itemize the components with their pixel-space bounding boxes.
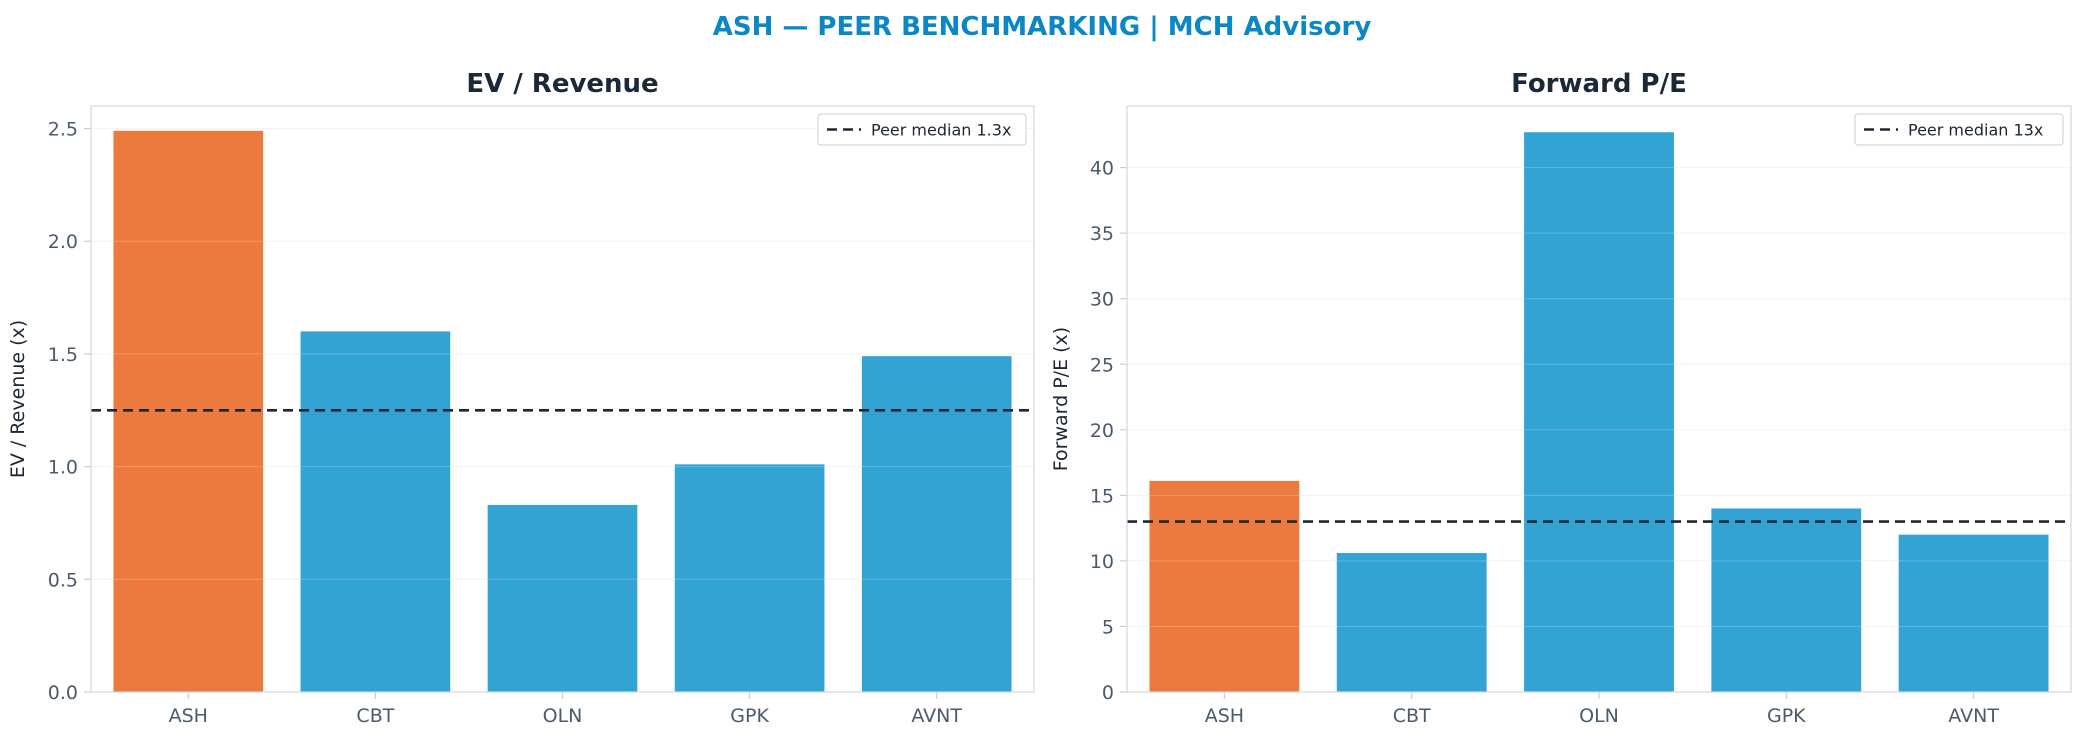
- chart-forward-pe: 0 5 10 15 20 25 30 35 40 ASH CBT OLN GPK AVNT Forward …: [1050, 69, 2072, 727]
- y-tick-label: 0: [1102, 682, 1114, 704]
- x-tick-label: ASH: [1205, 705, 1244, 727]
- y-tick-label: 30: [1090, 289, 1114, 311]
- legend-box: [1854, 113, 2064, 146]
- y-tick-label: 0.0: [48, 682, 78, 704]
- legend-label: Peer median 13x: [1908, 121, 2043, 140]
- y-axis-label: Forward P/E (x): [1050, 327, 1072, 471]
- bar-oln: [1524, 132, 1674, 692]
- figure-title: ASH — PEER BENCHMARKING | MCH Advisory: [713, 12, 1372, 42]
- x-tick-label: CBT: [356, 705, 394, 727]
- y-tick-label: 35: [1090, 223, 1114, 245]
- bar-oln: [487, 504, 638, 692]
- legend-box: [817, 113, 1027, 146]
- y-tick-label: 5: [1102, 616, 1114, 638]
- chart-title: EV / Revenue: [466, 69, 658, 99]
- x-tick-label: GPK: [1767, 705, 1806, 727]
- x-tick-label: CBT: [1393, 705, 1431, 727]
- x-tick-label: OLN: [543, 705, 583, 727]
- y-tick-label: 40: [1090, 158, 1114, 180]
- x-tick-label: AVNT: [911, 705, 962, 727]
- y-tick-label: 1.5: [48, 344, 78, 366]
- y-tick-label: 25: [1090, 354, 1114, 376]
- plot-frame: [1126, 105, 2072, 693]
- y-tick-label: 0.5: [48, 569, 78, 591]
- chart-title: Forward P/E: [1511, 69, 1687, 99]
- legend: Peer median 1.3x: [817, 113, 1027, 146]
- bar-gpk: [1711, 508, 1862, 692]
- x-tick-label: ASH: [169, 705, 208, 727]
- chart-ev-revenue: 0.0 0.5 1.0 1.5 2.0 2.5 ASH CBT OLN GPK AVNT EV / R…: [7, 69, 1035, 727]
- x-tick-label: GPK: [730, 705, 769, 727]
- legend: Peer median 13x: [1854, 113, 2064, 146]
- bar-gpk: [674, 464, 825, 692]
- bar-avnt: [861, 356, 1012, 692]
- y-tick-label: 20: [1090, 420, 1114, 442]
- x-tick-label: AVNT: [1948, 705, 1999, 727]
- bar-cbt: [300, 331, 451, 692]
- y-tick-label: 10: [1090, 551, 1114, 573]
- y-tick-label: 1.0: [48, 457, 78, 479]
- y-tick-label: 2.5: [48, 119, 78, 141]
- y-tick-label: 15: [1090, 485, 1114, 507]
- plot-frame: [90, 105, 1035, 693]
- x-tick-label: OLN: [1579, 705, 1619, 727]
- bar-cbt: [1336, 553, 1487, 692]
- bar-ash: [1149, 480, 1300, 692]
- y-axis-label: EV / Revenue (x): [7, 320, 29, 478]
- y-tick-label: 2.0: [48, 231, 78, 253]
- bar-avnt: [1898, 534, 2049, 692]
- legend-label: Peer median 1.3x: [871, 121, 1011, 140]
